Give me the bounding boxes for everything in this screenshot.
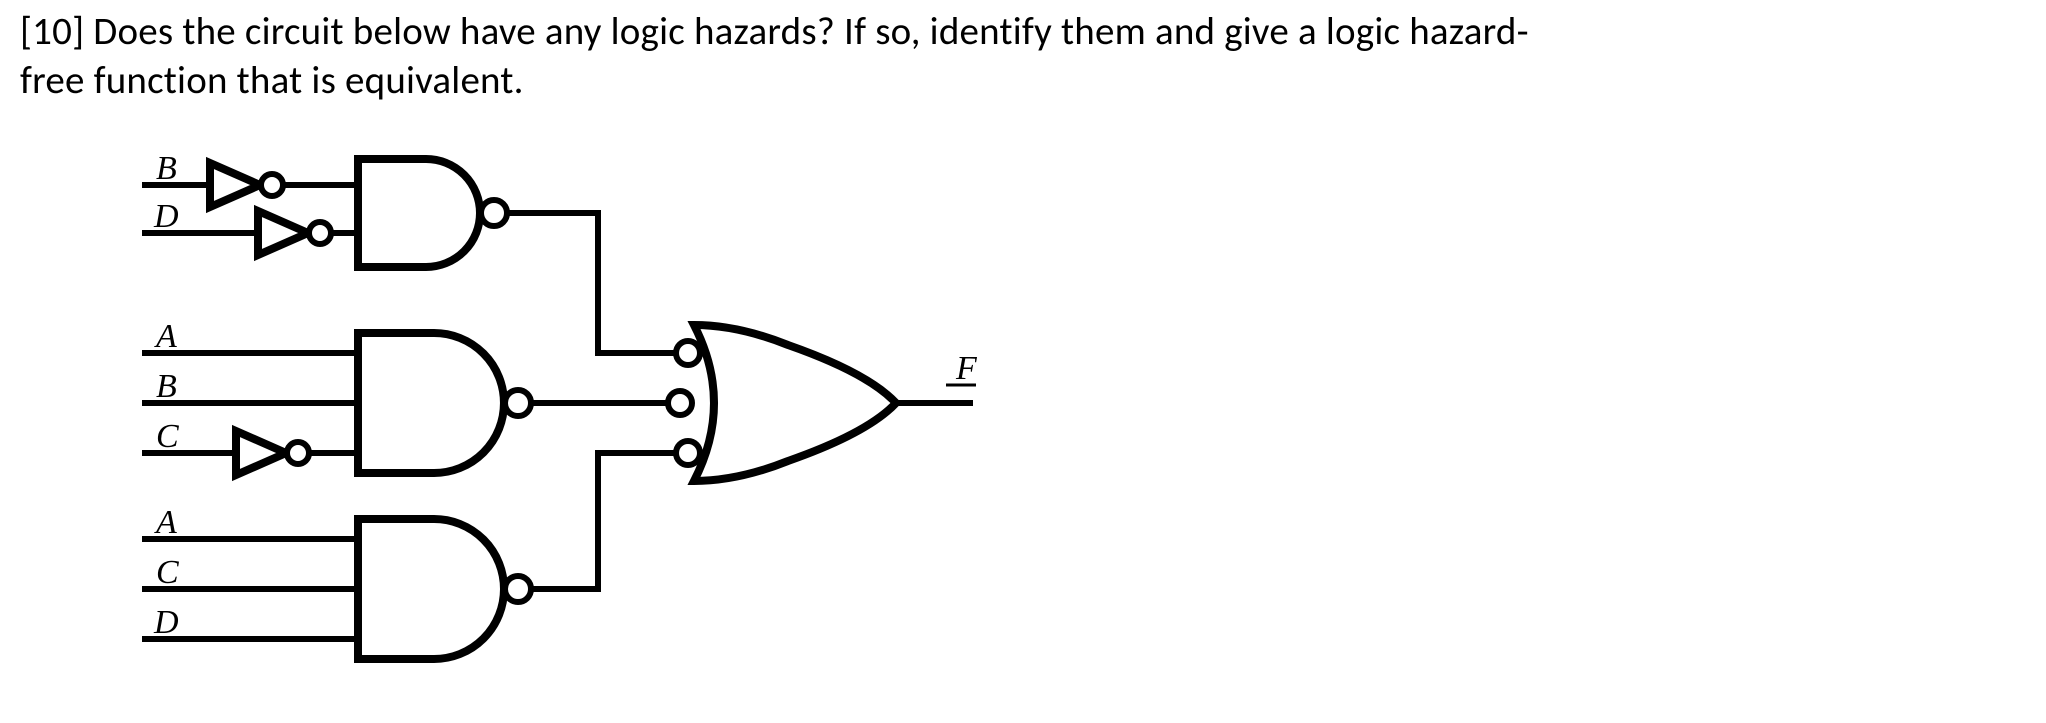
question-line1: Does the circuit below have any logic ha… [93, 8, 1528, 55]
nand-gate-2 [358, 333, 531, 473]
circuit-svg: B D [128, 135, 1028, 715]
label-B-mid: B [156, 368, 177, 405]
output-gate [694, 325, 896, 481]
wire-nand1-out [508, 213, 676, 353]
label-D-bot: D [153, 604, 179, 641]
wire-nand3-out [532, 453, 676, 589]
points-tag: [10] [20, 8, 93, 55]
bubble-in-bot [676, 441, 700, 465]
label-D-top: D [153, 198, 179, 235]
page: [10] Does the circuit below have any log… [0, 0, 2046, 723]
bubble-in-mid [668, 391, 692, 415]
label-F: F [955, 350, 978, 387]
label-C-bot: C [156, 554, 179, 591]
label-A-mid: A [154, 318, 177, 355]
label-A-bot: A [154, 504, 177, 541]
nand-gate-3 [358, 519, 531, 659]
not-gate-D [258, 211, 331, 255]
question-text: [10] Does the circuit below have any log… [20, 8, 2026, 106]
nand-gate-1 [358, 159, 507, 267]
label-C-mid: C [156, 418, 179, 455]
question-line2: free function that is equivalent. [20, 57, 524, 104]
label-B-top: B [156, 150, 177, 187]
not-gate-B [210, 163, 283, 207]
not-gate-C [236, 431, 309, 475]
circuit-diagram: B D [128, 135, 1028, 720]
bubble-in-top [676, 341, 700, 365]
